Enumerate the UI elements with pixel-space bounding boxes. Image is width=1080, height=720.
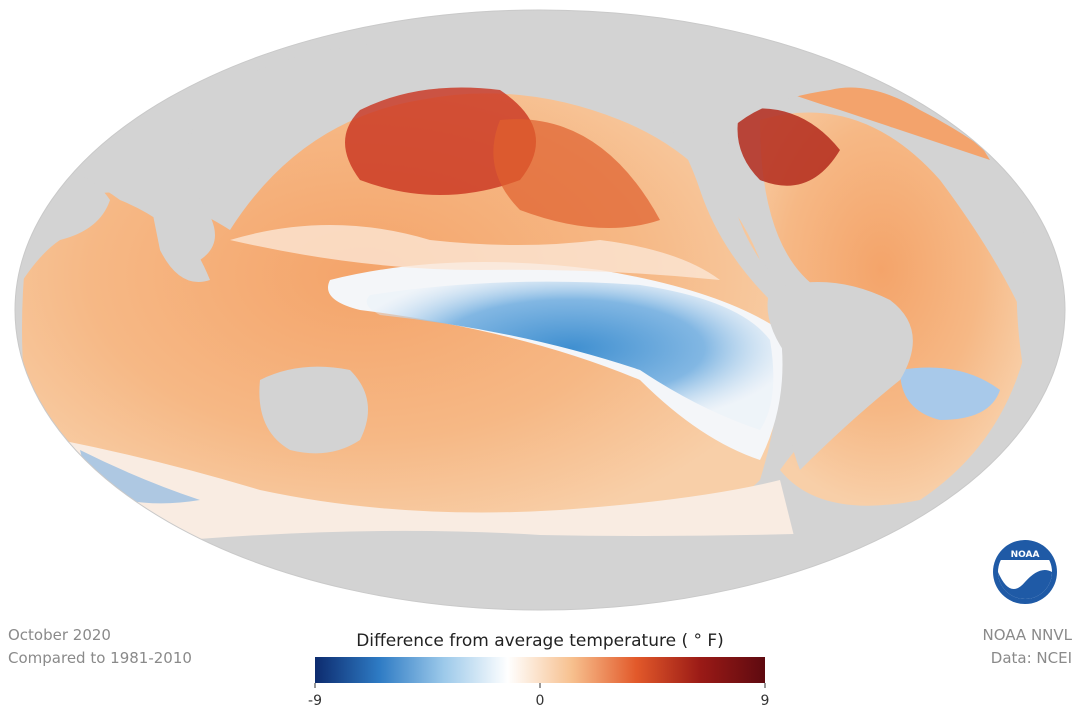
noaa-logo: NOAA xyxy=(993,540,1057,604)
colorbar-tick-label: -9 xyxy=(308,693,322,709)
antarctica xyxy=(15,520,1065,610)
colorbar-tick-label: 9 xyxy=(761,693,770,709)
australia xyxy=(259,366,368,454)
colorbar-title: Difference from average temperature ( ° … xyxy=(356,631,724,651)
logo-text: NOAA xyxy=(1011,550,1040,560)
south-america xyxy=(767,282,913,470)
colorbar-tick-label: 0 xyxy=(536,693,545,709)
colorbar xyxy=(315,657,765,683)
date-label: October 2020 xyxy=(8,626,111,644)
producer-credit: NOAA NNVL xyxy=(982,626,1072,644)
source-credit: Data: NCEI xyxy=(991,649,1072,667)
colorbar-ticks: -9 0 9 xyxy=(308,683,769,709)
baseline-label: Compared to 1981-2010 xyxy=(8,649,192,667)
africa xyxy=(1016,230,1065,480)
